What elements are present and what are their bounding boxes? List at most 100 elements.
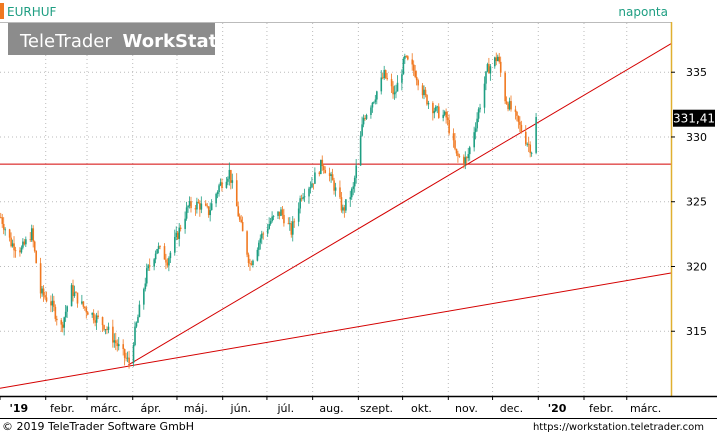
candle-body (476, 118, 478, 129)
candle-up (143, 287, 145, 310)
candle-body (190, 201, 192, 209)
candle-body (107, 326, 110, 330)
candle-body (61, 324, 64, 328)
candle-body (289, 223, 291, 225)
x-tick-label: aug. (319, 402, 343, 415)
candle-body (30, 228, 33, 241)
candle-body (466, 157, 468, 159)
interval-label: naponta (618, 5, 668, 19)
candle-down (452, 128, 455, 148)
candle-up (268, 217, 270, 230)
candle-body (297, 208, 300, 222)
candle-down (92, 309, 95, 324)
candle-body (166, 262, 169, 266)
symbol-label: EURHUF (7, 5, 57, 19)
x-tick-label: jún. (230, 402, 252, 415)
candle-down (390, 73, 393, 94)
candle-body (252, 260, 254, 265)
candle-down (87, 311, 89, 315)
candle-body (225, 181, 228, 188)
candle-up (404, 53, 406, 64)
candle-up (219, 178, 222, 187)
candle-up (371, 101, 374, 113)
candle-body (66, 306, 68, 312)
candle-body (72, 285, 74, 297)
candle-body (178, 227, 181, 239)
candle-body (163, 246, 166, 260)
trendline[interactable] (0, 272, 672, 389)
candle-body (112, 326, 114, 343)
candle-down (39, 257, 42, 299)
candle-body (42, 288, 45, 296)
candle-up (134, 321, 136, 347)
last-price-value: 331,41 (673, 112, 715, 126)
candle-body (101, 317, 104, 326)
candle-body (442, 114, 445, 118)
footer-url[interactable]: https://workstation.teletrader.com (533, 422, 704, 433)
candle-down (94, 314, 96, 327)
candle-body (259, 238, 262, 243)
candle-body (432, 103, 434, 114)
candle-body (352, 186, 355, 189)
candle-body (268, 224, 270, 229)
candle-body (370, 107, 372, 115)
candle-body (395, 91, 397, 93)
candle-body (75, 292, 77, 294)
watermark-brand: TeleTrader (19, 31, 112, 52)
watermark: TeleTrader WorkStation (8, 23, 249, 55)
candle-down (35, 250, 37, 264)
candle-down (44, 291, 46, 300)
candle-down (411, 53, 414, 71)
candle-body (479, 107, 481, 110)
candle-up (349, 190, 352, 207)
candle-down (101, 316, 104, 332)
candle-body (227, 178, 229, 182)
candle-down (159, 245, 161, 250)
candle-down (82, 301, 85, 309)
candle-body (262, 233, 265, 235)
candle-down (221, 178, 223, 192)
candle-body (473, 132, 475, 148)
candle-body (92, 312, 95, 321)
trendline[interactable] (128, 43, 672, 366)
candle-body (185, 207, 188, 219)
y-tick-label: 325 (686, 196, 707, 209)
candle-up (156, 248, 158, 255)
candle-body (510, 101, 512, 110)
candle-up (477, 107, 480, 123)
candle-down (412, 60, 415, 76)
candle-down (458, 153, 461, 158)
candle-body (486, 64, 489, 72)
candle-up (258, 240, 260, 257)
candle-body (85, 308, 88, 313)
candle-up (479, 103, 481, 113)
candle-up (252, 259, 254, 268)
candle-body (29, 239, 32, 241)
candle-body (41, 288, 43, 294)
candle-body (126, 357, 129, 359)
candle-body (147, 265, 150, 269)
candle-up (486, 62, 489, 73)
candle-up (396, 75, 399, 92)
candle-down (287, 217, 290, 225)
candle-body (144, 283, 147, 290)
candle-body (525, 131, 527, 145)
candle-body (249, 262, 251, 264)
candle-body (174, 236, 176, 253)
candle-body (291, 221, 294, 235)
candle-up (436, 105, 439, 114)
candle-body (261, 233, 263, 239)
candle-body (290, 223, 293, 235)
candle-down (249, 258, 251, 271)
candle-body (436, 106, 439, 108)
candle-body (215, 194, 217, 204)
candle-body (206, 205, 209, 207)
candle-body (415, 76, 418, 81)
candle-body (219, 182, 222, 186)
candle-body (299, 198, 301, 209)
candle-body (32, 228, 35, 242)
candle-up (227, 176, 229, 186)
candle-body (143, 289, 145, 305)
candle-up (299, 195, 301, 214)
